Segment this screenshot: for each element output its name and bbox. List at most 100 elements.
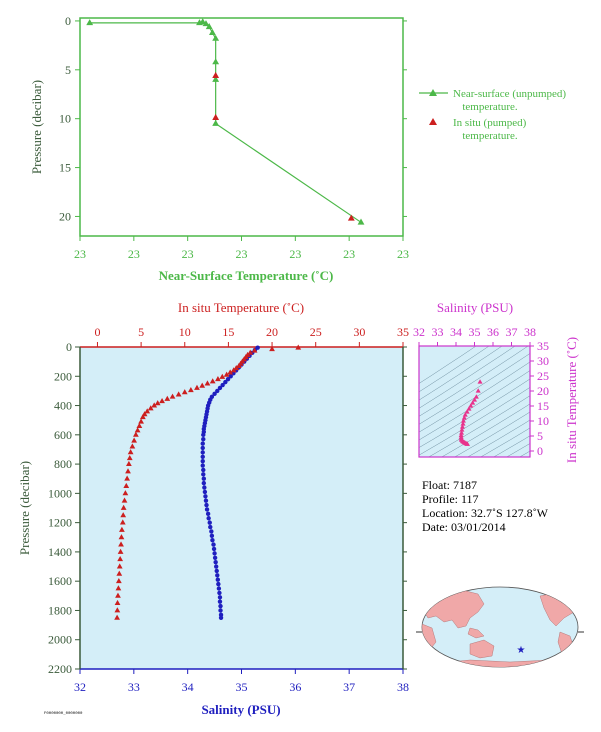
near-surface-point [212, 119, 220, 126]
temperature-point [295, 344, 302, 350]
temperature-point [119, 526, 125, 532]
in-situ-point [347, 214, 355, 221]
salinity-point [218, 615, 224, 620]
legend-label-in-situ-line2: temperature. [462, 130, 518, 142]
salinity-point [217, 595, 223, 600]
profile-plot-background [80, 347, 403, 669]
legend-label-near-surface-line2: temperature. [462, 101, 518, 113]
density-contour [419, 353, 530, 425]
salinity-point [218, 608, 223, 613]
temperature-point [164, 395, 171, 401]
ts-point [461, 415, 467, 420]
ts-salinity-tick-label: 37 [506, 325, 518, 339]
y-tick-label: 20 [59, 209, 71, 223]
temperature-point [227, 369, 234, 375]
ts-salinity-tick-label: 33 [432, 325, 444, 339]
legend-label-near-surface-line1: Near-surface (unpumped) [453, 88, 566, 100]
temperature-tick-label: 5 [138, 325, 144, 339]
map-antarctica [429, 659, 573, 667]
legend-marker-in-situ [429, 118, 437, 125]
ts-point [464, 441, 470, 446]
pressure-tick-label: 400 [54, 399, 72, 413]
ts-point [475, 388, 481, 393]
salinity-point [216, 581, 221, 587]
pressure-tick-label: 1000 [48, 486, 72, 500]
pressure-tick-label: 1200 [48, 516, 72, 530]
ts-salinity-tick-label: 34 [450, 325, 462, 339]
ts-temperature-tick-label: 0 [537, 444, 543, 458]
salinity-point [203, 494, 208, 499]
near-surface-point [209, 28, 216, 35]
salinity-point [202, 489, 208, 495]
y-tick-label: 0 [65, 14, 71, 28]
ts-point [459, 424, 465, 429]
salinity-point [213, 564, 219, 569]
x-tick-label: 23 [289, 247, 301, 261]
temperature-point [230, 367, 237, 373]
near-surface-point [212, 34, 220, 41]
density-contour [419, 378, 530, 448]
pressure-tick-label: 1800 [48, 603, 72, 617]
density-contour [454, 411, 530, 457]
float-info: Float: 7187 Profile: 117 Location: 32.7˚… [422, 478, 549, 534]
float-location-marker-icon: ★ [517, 645, 526, 656]
temperature-point [144, 408, 151, 414]
legend-label-in-situ-line1: In situ (pumped) [453, 117, 527, 129]
salinity-point [201, 437, 206, 442]
temperature-point [114, 607, 121, 613]
ts-point [459, 430, 465, 435]
temperature-point [269, 345, 275, 352]
ts-salinity-tick-label: 35 [469, 325, 481, 339]
salinity-point [200, 463, 205, 468]
density-contour [441, 403, 530, 457]
temperature-tick-label: 20 [266, 325, 278, 339]
density-contour [419, 346, 490, 393]
temperature-point [181, 389, 188, 395]
near-surface-point [199, 18, 207, 25]
near-surface-x-ticks: 23 23 23 23 23 23 23 [74, 236, 409, 261]
ts-top-axis-label: Salinity (PSU) [437, 300, 513, 315]
density-contour [506, 443, 530, 457]
y-tick-label: 5 [65, 63, 71, 77]
temperature-point [194, 384, 200, 390]
temperature-point [175, 391, 182, 397]
salinity-point [201, 476, 207, 481]
temperature-point [126, 455, 133, 461]
density-contour [428, 395, 530, 457]
near-surface-point [212, 58, 220, 65]
near-surface-point [357, 218, 365, 225]
ts-temperature-tick-label: 20 [537, 384, 549, 398]
salinity-point [200, 441, 205, 446]
salinity-point [205, 511, 211, 517]
temperature-tick-label: 15 [222, 325, 234, 339]
temperature-point [136, 422, 143, 428]
temperature-point [138, 418, 144, 424]
ts-point [460, 418, 466, 423]
ts-salinity-tick-label: 32 [413, 325, 425, 339]
salinity-point [209, 529, 214, 534]
salinity-point [216, 586, 222, 591]
salinity-point [211, 542, 216, 547]
salinity-tick-label: 34 [182, 680, 194, 694]
temperature-point [139, 414, 146, 420]
temperature-point [126, 460, 132, 467]
temperature-point [123, 482, 130, 488]
density-contour [419, 346, 529, 417]
density-contour [419, 346, 477, 384]
salinity-point [213, 559, 218, 565]
salinity-point [220, 382, 225, 388]
salinity-tick-label: 32 [74, 680, 86, 694]
salinity-point [217, 590, 222, 596]
salinity-point [209, 533, 215, 539]
near-surface-plot-frame [79, 17, 404, 237]
ts-salinity-tick-label: 38 [524, 325, 536, 339]
salinity-point [210, 538, 215, 543]
profile-ticks: 0 5 10 15 20 25 30 35 32 33 34 35 36 37 38 0 200 400 600 80… [48, 325, 409, 694]
ts-point [471, 397, 478, 402]
temperature-point [215, 376, 221, 382]
salinity-point [214, 568, 219, 574]
temperature-point [119, 519, 126, 525]
profile-top-axis-label: In situ Temperature (˚C) [178, 300, 304, 315]
